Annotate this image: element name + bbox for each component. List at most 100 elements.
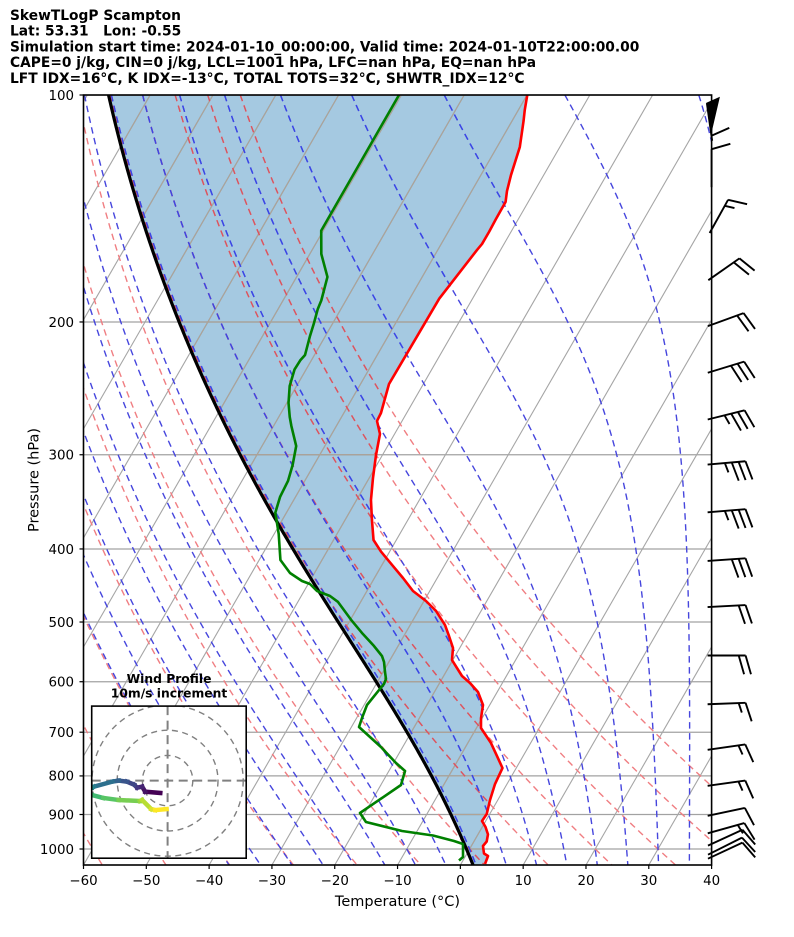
wind-barb (707, 779, 755, 799)
wind-barb (707, 604, 753, 625)
wind-barb (707, 312, 756, 332)
hodograph-trace-segment (91, 778, 116, 790)
x-tick-label: 40 (703, 874, 720, 889)
isotherm-line (83, 95, 88, 103)
header-block: SkewTLogP Scampton Lat: 53.31 Lon: -0.55… (10, 8, 639, 87)
dry-adiabat-line (174, 95, 676, 865)
y-tick-label: 100 (48, 89, 74, 104)
x-tick-label: 0 (456, 874, 465, 889)
moist-adiabat-line (83, 360, 355, 865)
moist-adiabat-line (178, 95, 538, 865)
moist-adiabat-line (351, 95, 629, 865)
wind-barb (707, 701, 753, 722)
parcel-curve (106, 95, 475, 865)
hodograph-trace-segment (116, 797, 143, 804)
moist-adiabat-line (83, 284, 386, 865)
y-tick-label: 500 (48, 616, 74, 631)
dry-adiabat-line (207, 95, 712, 842)
title-line-indices: LFT IDX=16°C, K IDX=-13°C, TOTAL TOTS=32… (10, 71, 524, 87)
wind-barb (708, 198, 748, 234)
hodograph-trace-segment (100, 795, 122, 803)
hodograph-title: Wind Profile (127, 672, 212, 686)
moist-adiabat-line (279, 95, 598, 865)
isotherm-line (711, 863, 712, 865)
x-tick-label: −10 (383, 874, 411, 889)
title-line-simtime: Simulation start time: 2024-01-10_00:00:… (10, 39, 639, 55)
isotherm-line-over-fill (108, 95, 277, 865)
isotherm-line (83, 95, 214, 321)
wind-barb (707, 836, 756, 856)
x-tick-label: −50 (132, 874, 160, 889)
y-tick-label: 200 (48, 316, 74, 331)
axes-frame: −60 −50 −40 −30 −20 −10 0 10 20 30 40 100 200 300 400 5… (40, 89, 720, 889)
title-line-latlon: Lat: 53.31 Lon: -0.55 (10, 24, 181, 40)
wind-barb (707, 822, 756, 841)
isotherm-line-over-fill (459, 95, 528, 865)
y-tick-label: 400 (48, 543, 74, 558)
isotherm-line (208, 95, 654, 865)
x-tick-label: 30 (640, 874, 657, 889)
dry-adiabat-line (239, 95, 712, 788)
dry-adiabat-line (83, 502, 294, 865)
moist-adiabat-line (443, 95, 660, 865)
wind-barb-column (705, 96, 756, 860)
x-tick-label: −60 (69, 874, 97, 889)
wind-barb (707, 557, 754, 578)
hodograph-border (90, 705, 247, 859)
dry-adiabat-line (83, 386, 358, 865)
y-tick-label: 300 (48, 449, 74, 464)
moist-adiabat-line (83, 195, 417, 865)
wind-barb (707, 654, 752, 675)
hodograph-trace-segment (24, 789, 50, 791)
x-axis-label: Temperature (°C) (334, 894, 460, 910)
moist-adiabat-line (564, 95, 691, 865)
x-tick-label: −30 (258, 874, 286, 889)
isotherm-line-over-fill (712, 95, 794, 865)
y-tick-label: 900 (48, 808, 74, 823)
dewpoint-curve (274, 95, 465, 862)
hodograph-subtitle: 10m/s increment (111, 686, 228, 700)
x-tick-label: −20 (321, 874, 349, 889)
wind-barb (707, 257, 756, 281)
wind-barb (707, 460, 754, 482)
hodograph-trace-segment (152, 806, 170, 813)
wind-barb (707, 828, 756, 847)
x-tick-label: −40 (195, 874, 223, 889)
wind-barb (705, 96, 730, 141)
isotherm-line-over-fill (0, 95, 87, 865)
hodograph-trace-segment (24, 791, 50, 793)
moist-adiabat-line (83, 429, 324, 865)
isotherm-line (522, 536, 712, 865)
isotherm-line (271, 100, 712, 865)
temperature-curve (369, 95, 529, 865)
y-tick-label: 1000 (40, 843, 74, 858)
wind-barb (707, 360, 756, 383)
wind-barb (707, 743, 755, 763)
moist-adiabat-line (83, 95, 447, 865)
title-line-cape: CAPE=0 j/kg, CIN=0 j/kg, LCL=1001 hPa, L… (10, 55, 536, 71)
y-tick-label: 600 (48, 676, 74, 691)
dry-adiabat-line (83, 120, 485, 865)
isotherm-line-over-fill (522, 95, 528, 865)
y-axis-label: Pressure (hPa) (27, 428, 43, 532)
isotherm-line-over-fill (397, 95, 528, 865)
moist-adiabat-line (83, 492, 293, 865)
wind-barb (707, 807, 755, 826)
title-line-station: SkewTLogP Scampton (10, 8, 181, 24)
hodograph-trace-segment (91, 792, 95, 798)
cin-shading (108, 95, 528, 865)
isotherm-line (459, 427, 712, 865)
hodograph-trace-segment (91, 785, 95, 791)
wind-barb (707, 841, 756, 860)
hodograph-inset (24, 705, 247, 859)
wind-barb (710, 142, 731, 188)
wind-barb (707, 508, 754, 529)
x-tick-label: 20 (577, 874, 594, 889)
dry-adiabat-line (83, 261, 422, 865)
y-tick-label: 700 (48, 726, 74, 741)
x-tick-label: 10 (515, 874, 532, 889)
wind-barb (707, 409, 756, 432)
y-tick-label: 800 (48, 770, 74, 785)
